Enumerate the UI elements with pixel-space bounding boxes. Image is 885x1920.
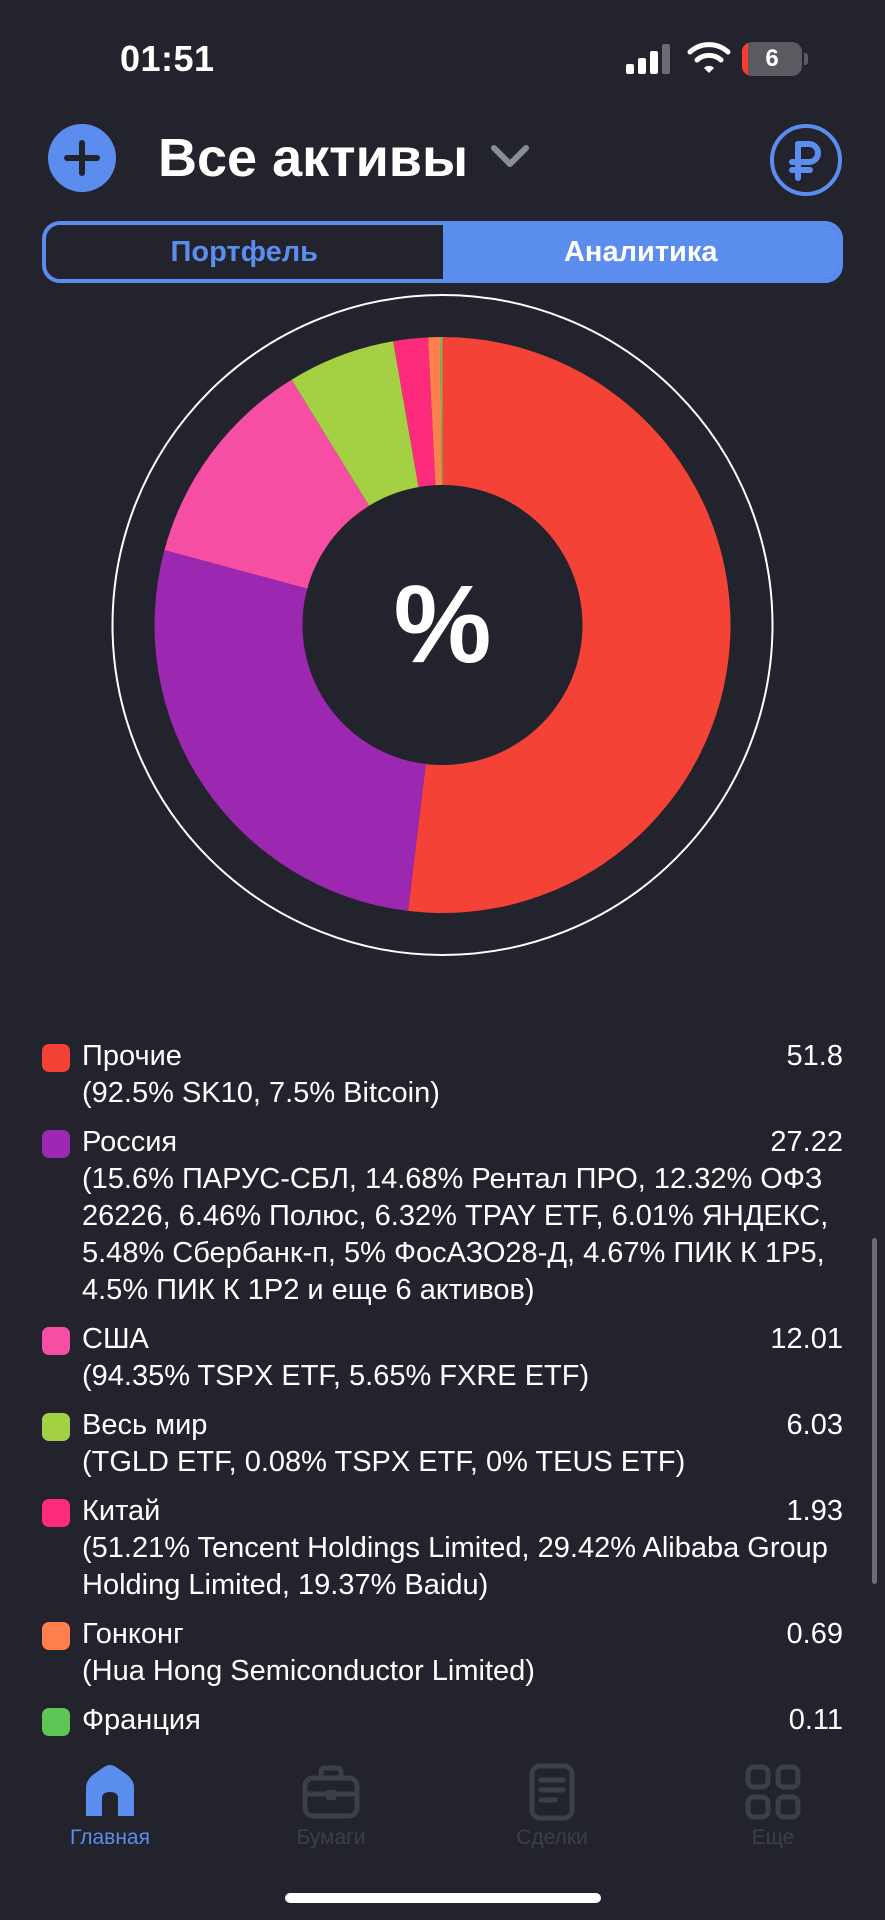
legend-detail: (94.35% TSPX ETF, 5.65% FXRE ETF) — [82, 1360, 590, 1392]
tab-deals[interactable]: Сделки — [472, 1762, 632, 1850]
allocation-legend: Прочие 51.8 (92.5% SK10, 7.5% Bitcoin) Росс… — [42, 1038, 843, 1738]
legend-detail: (Hua Hong Semiconductor Limited) — [82, 1655, 535, 1687]
legend-value: 1.93 — [786, 1495, 843, 1527]
briefcase-icon — [302, 1765, 360, 1819]
legend-name: Китай — [82, 1495, 161, 1527]
wifi-icon — [687, 42, 731, 73]
legend-name: США — [82, 1323, 149, 1355]
tab-more-label: Еще — [751, 1826, 795, 1849]
legend-value: 0.11 — [788, 1704, 843, 1736]
legend-detail: (15.6% ПАРУС-СБЛ, 14.68% Рентал ПРО, 12.… — [82, 1163, 829, 1306]
chart-outer-ring — [111, 294, 774, 956]
tab-more[interactable]: Еще — [693, 1762, 853, 1850]
legend-swatch — [42, 1413, 70, 1441]
legend-value: 12.01 — [770, 1323, 843, 1355]
chevron-down-icon[interactable] — [488, 140, 532, 174]
legend-name: Россия — [82, 1126, 178, 1158]
legend-item[interactable]: США 12.01 (94.35% TSPX ETF, 5.65% FXRE ETF… — [42, 1321, 843, 1395]
battery-level: 6 — [765, 45, 779, 72]
add-asset-button[interactable] — [48, 124, 116, 192]
tab-securities[interactable]: Бумаги — [251, 1762, 411, 1850]
legend-item[interactable]: Весь мир 6.03 (TGLD ETF, 0.08% TSPX ETF, 0… — [42, 1407, 843, 1481]
legend-value: 27.22 — [770, 1126, 843, 1158]
legend-item[interactable]: Китай 1.93 (51.21% Tencent Holdings Limite… — [42, 1493, 843, 1604]
home-icon — [86, 1765, 134, 1816]
bottom-tab-bar: Главная Бумаги Сделки — [0, 1742, 885, 1920]
currency-button[interactable] — [770, 124, 842, 196]
legend-swatch — [42, 1499, 70, 1527]
battery-icon: 6 — [742, 42, 808, 76]
home-indicator[interactable] — [285, 1893, 601, 1903]
legend-detail: (92.5% SK10, 7.5% Bitcoin) — [82, 1077, 440, 1109]
signal-icon — [626, 44, 670, 74]
allocation-donut-chart: % — [111, 294, 774, 956]
ruble-icon — [789, 141, 821, 181]
document-icon — [529, 1763, 575, 1821]
tab-home[interactable]: Главная — [30, 1762, 190, 1850]
legend-swatch — [42, 1622, 70, 1650]
legend-swatch — [42, 1130, 70, 1158]
legend-detail: (TGLD ETF, 0.08% TSPX ETF, 0% TEUS ETF) — [82, 1446, 686, 1478]
legend-item[interactable]: Прочие 51.8 (92.5% SK10, 7.5% Bitcoin) — [42, 1038, 843, 1112]
grid-icon — [745, 1764, 801, 1820]
tab-analytics[interactable]: Аналитика — [442, 225, 839, 279]
legend-value: 51.8 — [786, 1040, 843, 1072]
tab-portfolio[interactable]: Портфель — [170, 235, 318, 268]
page-title[interactable]: Все активы — [158, 128, 469, 188]
status-bar: 01:51 6 — [0, 0, 885, 120]
tab-home-label: Главная — [70, 1826, 150, 1849]
legend-item[interactable]: Гонконг 0.69 (Hua Hong Semiconductor Limit… — [42, 1616, 843, 1690]
legend-detail: (51.21% Tencent Holdings Limited, 29.42%… — [82, 1532, 828, 1601]
legend-value: 0.69 — [786, 1618, 843, 1650]
legend-name: Гонконг — [82, 1618, 184, 1650]
tab-deals-label: Сделки — [516, 1826, 588, 1849]
legend-swatch — [42, 1708, 70, 1736]
chart-center — [302, 485, 583, 765]
legend-name: Прочие — [82, 1040, 182, 1072]
view-switcher: Портфель Аналитика — [42, 221, 843, 283]
scroll-indicator[interactable] — [872, 1238, 877, 1584]
legend-name: Весь мир — [82, 1409, 208, 1441]
tab-securities-label: Бумаги — [296, 1826, 366, 1849]
chart-center-label: % — [394, 563, 492, 686]
legend-name: Франция — [82, 1704, 201, 1736]
legend-item[interactable]: Россия 27.22 (15.6% ПАРУС-СБЛ, 14.68% Рент… — [42, 1124, 843, 1309]
legend-swatch — [42, 1044, 70, 1072]
legend-value: 6.03 — [786, 1409, 843, 1441]
legend-swatch — [42, 1327, 70, 1355]
status-time: 01:51 — [120, 38, 215, 79]
